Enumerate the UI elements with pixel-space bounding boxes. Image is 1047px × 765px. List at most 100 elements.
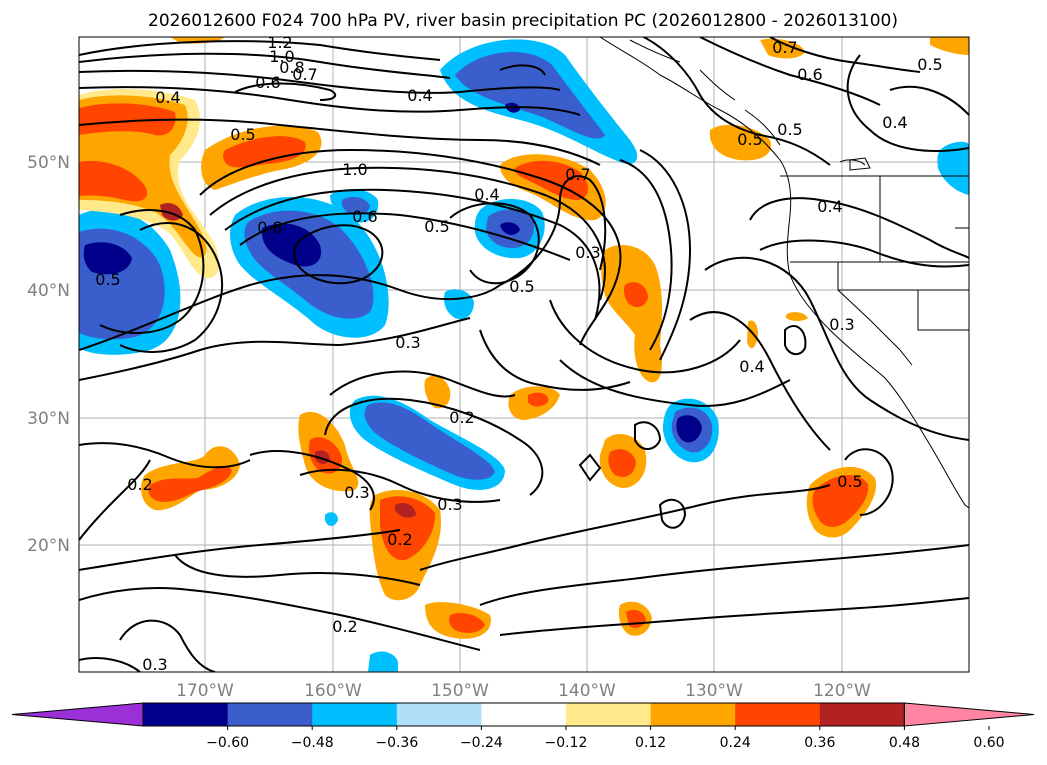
coastline: [599, 37, 969, 509]
coastlines: [599, 37, 969, 509]
pv-contour: [119, 619, 216, 672]
pc-positive-region: [79, 103, 176, 136]
pc-negative-region: [341, 196, 370, 215]
pc-positive-region: [812, 475, 869, 527]
pv-contour: [209, 166, 606, 301]
pv-contour: [479, 329, 631, 391]
lon-label: 120°W: [813, 681, 871, 701]
colorbar-segment: [650, 703, 736, 726]
pc-negative-region: [676, 415, 702, 443]
contour-label: 1.0: [269, 47, 294, 66]
contour-label: 0.5: [837, 472, 862, 491]
pv-contour: [79, 86, 581, 116]
pv-contour: [449, 202, 540, 285]
figure-title: 2026012600 F024 700 hPa PV, river basin …: [148, 11, 898, 31]
contour-label: 0.7: [292, 65, 317, 84]
colorbar-tick-label: −0.12: [545, 735, 588, 751]
pv-contour: [784, 325, 807, 356]
pc-negative-region: [368, 651, 398, 672]
contour-label: 0.7: [565, 165, 590, 184]
contour-label: 0.2: [332, 617, 357, 636]
lat-label: 50°N: [27, 153, 70, 173]
pv-contour: [641, 37, 831, 166]
pv-contour: [639, 149, 692, 361]
longitude-labels: 170°W 160°W 150°W 140°W 130°W 120°W: [176, 681, 871, 701]
pv-contour: [79, 529, 401, 571]
lon-label: 130°W: [685, 681, 743, 701]
pv-contour: [699, 37, 881, 106]
colorbar-segment: [143, 703, 229, 726]
pv-contour: [79, 657, 141, 672]
pc-positive-region: [528, 392, 549, 407]
contour-labels: 1.2 1.0 0.8 0.7 0.6 0.4 0.5 0.4 0.7 0.6 …: [95, 33, 942, 672]
colorbar-tick-label: −0.24: [460, 735, 503, 751]
contour-label: 0.6: [797, 65, 822, 84]
pc-positive-region: [380, 496, 436, 561]
pv-contour: [79, 459, 151, 541]
lat-label: 20°N: [27, 536, 70, 556]
pc-positive-region: [148, 466, 232, 503]
pc-negative-region: [364, 402, 495, 480]
contour-label: 0.6: [352, 207, 377, 226]
pc-positive-region: [608, 449, 636, 477]
vancouver-island: [839, 157, 871, 171]
pc-negative-region: [455, 52, 605, 139]
pv-contour: [844, 448, 894, 516]
contour-label: 0.2: [127, 475, 152, 494]
pv-contour: [79, 118, 601, 166]
colorbar-extend-min: [11, 702, 144, 727]
lat-label: 40°N: [27, 281, 70, 301]
pv-contour: [549, 299, 741, 374]
pv-contour: [479, 544, 969, 606]
pv-contour: [174, 554, 421, 586]
state-border-ca-nv: [837, 289, 913, 366]
pv-contour: [79, 587, 481, 651]
colorbar-tick-label: 0.24: [720, 735, 751, 751]
pv-contour: [79, 274, 501, 351]
colorbar-tick-label: 0.48: [889, 735, 920, 751]
contour-label: 0.3: [344, 483, 369, 502]
lon-label: 150°W: [431, 681, 489, 701]
colorbar-segment: [566, 703, 652, 726]
lon-label: 170°W: [176, 681, 234, 701]
pv-contour: [499, 175, 607, 286]
colorbar-segment: [396, 703, 482, 726]
pc-positive-region: [449, 613, 485, 633]
pc-positive-region: [624, 282, 648, 308]
colorbar-extend-max: [903, 702, 1035, 727]
pv-contour: [79, 317, 471, 381]
pc-positive-region: [395, 503, 416, 518]
colorbar-tick-label: 0.36: [804, 735, 835, 751]
contour-label: 0.4: [474, 185, 499, 204]
negative-pc-shading: [79, 39, 969, 672]
colorbar-segment: [735, 703, 821, 726]
map-frame: [78, 36, 970, 673]
colorbar-tick-label: 0.12: [635, 735, 666, 751]
pc-negative-region: [261, 223, 322, 267]
contour-label: 0.5: [777, 120, 802, 139]
colorbar-outline: [142, 702, 905, 727]
pv-contour: [324, 397, 544, 496]
contour-label: 0.5: [917, 55, 942, 74]
contour-label: 0.4: [155, 88, 180, 107]
colorbar-segment: [481, 703, 567, 726]
pv-contour: [79, 52, 451, 79]
pv-contour: [234, 82, 337, 101]
colorbar: −0.60 −0.48 −0.36 −0.24 −0.12 0.12 0.24 0.36 0.4…: [11, 702, 1035, 751]
pv-contour: [619, 159, 673, 351]
contour-label: 0.8: [279, 58, 304, 77]
pc-negative-region: [83, 242, 132, 275]
pc-negative-region: [937, 141, 969, 195]
pc-positive-region: [786, 312, 808, 321]
pv-contour: [704, 256, 969, 441]
pc-negative-region: [500, 222, 520, 235]
pc-positive-region: [79, 160, 148, 202]
pv-contour: [749, 197, 969, 259]
contour-label: 0.4: [882, 113, 907, 132]
pv-contour: [499, 597, 969, 636]
pv-contour: [79, 69, 561, 94]
pv-contour: [846, 54, 969, 152]
contour-label: 1.2: [267, 33, 292, 52]
pv-contour: [578, 453, 602, 482]
